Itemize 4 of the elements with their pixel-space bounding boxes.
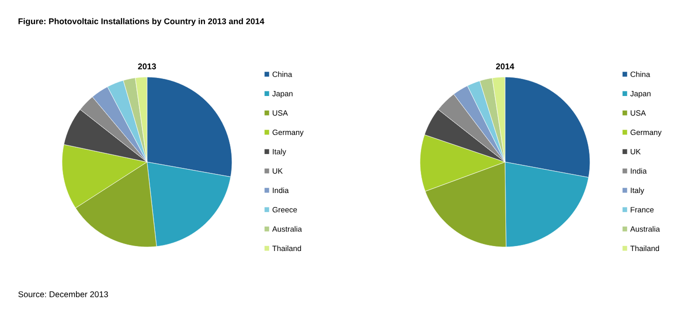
chart-title: 2013 [138,63,156,70]
text: Figure: Photovoltaic Installations by Country in 2013 and 2014 [18,18,264,26]
chart-title: 2014 [496,63,514,70]
source-note: Source: December 2013 [18,291,108,298]
